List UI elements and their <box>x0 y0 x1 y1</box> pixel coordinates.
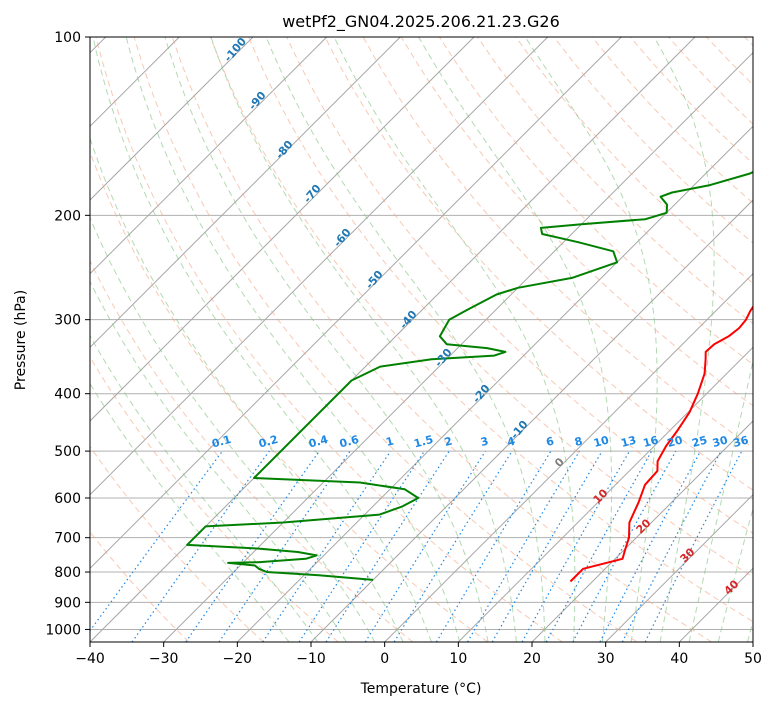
mixing-ratio-label: 13 <box>620 433 638 450</box>
mixing-ratio-label: 0.1 <box>210 433 232 451</box>
y-axis-label: Pressure (hPa) <box>13 290 29 390</box>
isotherm-line <box>90 37 549 496</box>
y-tick-label: 900 <box>54 595 81 611</box>
isotherm-line <box>90 37 401 349</box>
y-tick-label: 200 <box>54 208 81 224</box>
x-tick-label: 50 <box>744 651 762 667</box>
mixing-ratio-label: 1 <box>384 434 395 449</box>
isotherm-line <box>605 493 753 642</box>
y-tick-label: 700 <box>54 531 81 547</box>
isotherm-line <box>531 420 753 642</box>
mixing-ratio-line <box>298 450 425 642</box>
y-tick-label: 800 <box>54 565 81 581</box>
isotherm-line <box>90 37 328 275</box>
mixing-ratio-line <box>364 450 486 642</box>
mixing-ratio-label: 4 <box>506 434 517 449</box>
x-tick-label: 20 <box>523 651 541 667</box>
isotherm-line <box>90 37 475 422</box>
moist-adiabat-line <box>164 37 489 642</box>
mixing-ratio-label: 1.5 <box>412 433 434 451</box>
mixing-ratio-label: 3 <box>479 434 490 449</box>
dry-adiabat-line <box>248 37 753 578</box>
dry-adiabat-line <box>210 37 753 623</box>
isotherm-line <box>90 37 622 570</box>
moist-adiabat-line <box>265 37 546 642</box>
x-axis-label: Temperature (°C) <box>360 681 482 697</box>
dry-adiabat-line <box>515 37 753 284</box>
dry-adiabat-line <box>286 37 753 534</box>
mixing-ratio-line <box>325 450 450 642</box>
x-tick-label: 40 <box>670 651 688 667</box>
x-tick-label: −40 <box>75 651 105 667</box>
moist-adiabat-line <box>90 216 376 642</box>
isotherm-line <box>457 346 753 642</box>
moist-adiabat-line <box>688 358 753 642</box>
x-tick-label: 10 <box>449 651 467 667</box>
x-tick-label: −20 <box>223 651 253 667</box>
mixing-ratio-line <box>218 450 351 642</box>
isotherm-line <box>90 37 254 201</box>
mixing-ratio-line <box>435 450 552 642</box>
moist-adiabat-line <box>90 280 347 642</box>
profile-line <box>569 305 753 583</box>
y-tick-label: 600 <box>54 491 81 507</box>
isotherm-line <box>384 272 753 642</box>
dry-adiabat-line <box>324 37 753 491</box>
dry-adiabat-line <box>95 37 563 642</box>
x-tick-label: −30 <box>149 651 179 667</box>
isotherm-line <box>163 51 753 642</box>
mixing-ratio-label: 0.2 <box>257 433 279 451</box>
moist-adiabat-line <box>333 37 576 642</box>
moist-adiabat-line <box>524 37 658 642</box>
mixing-ratio-label: 20 <box>666 433 684 450</box>
mixing-ratio-label: 16 <box>642 433 660 450</box>
mixing-ratio-label: 0.6 <box>338 433 361 451</box>
mixing-ratio-label: 25 <box>691 433 709 450</box>
y-tick-label: 400 <box>54 387 81 403</box>
mixing-ratio-label: 10 <box>592 433 610 450</box>
moist-adiabat-line <box>90 382 290 642</box>
profile-lines <box>186 170 753 583</box>
isotherm-line <box>236 125 753 642</box>
background-lines <box>90 37 753 642</box>
y-tick-label: 500 <box>54 444 81 460</box>
moist-adiabat-line <box>418 37 613 642</box>
mixing-ratio-line <box>466 450 580 642</box>
mixing-ratio-line <box>572 450 677 642</box>
y-tick-label: 100 <box>54 30 81 46</box>
x-tick-label: 30 <box>597 651 615 667</box>
mixing-ratio-label: 6 <box>545 434 556 449</box>
x-tick-label: −10 <box>296 651 326 667</box>
mixing-ratio-label: 8 <box>573 434 584 449</box>
dry-adiabat-line <box>90 445 264 642</box>
mixing-ratio-label: 30 <box>711 433 729 450</box>
dry-adiabat-line <box>171 37 712 642</box>
mixing-ratio-label: 2 <box>443 434 454 449</box>
moist-adiabat-line <box>653 37 715 642</box>
x-tick-label: 0 <box>380 651 389 667</box>
profile-line <box>186 170 753 581</box>
moist-adiabat-line <box>717 506 753 642</box>
moist-adiabat-line <box>90 136 404 642</box>
mixing-ratio-label: 36 <box>732 433 750 450</box>
axes: −40 −30 −20 −10 0 10 20 30 40 5010020030040050060… <box>45 30 762 667</box>
mixing-ratio-label: 0.4 <box>307 433 330 451</box>
moist-adiabat-line <box>92 37 432 642</box>
y-tick-label: 300 <box>54 313 81 329</box>
plot-frame <box>89 36 754 643</box>
moist-adiabat-line <box>210 37 517 642</box>
mixing-ratio-line <box>262 450 392 642</box>
dry-adiabat-line <box>90 259 414 642</box>
moist-adiabat-line <box>90 334 319 642</box>
mixing-ratio-line <box>393 450 513 642</box>
chart-title: wetPf2_GN04.2025.206.21.23.G26 <box>282 12 560 32</box>
mixing-ratio-line <box>599 450 702 642</box>
y-tick-label: 1000 <box>45 622 81 638</box>
